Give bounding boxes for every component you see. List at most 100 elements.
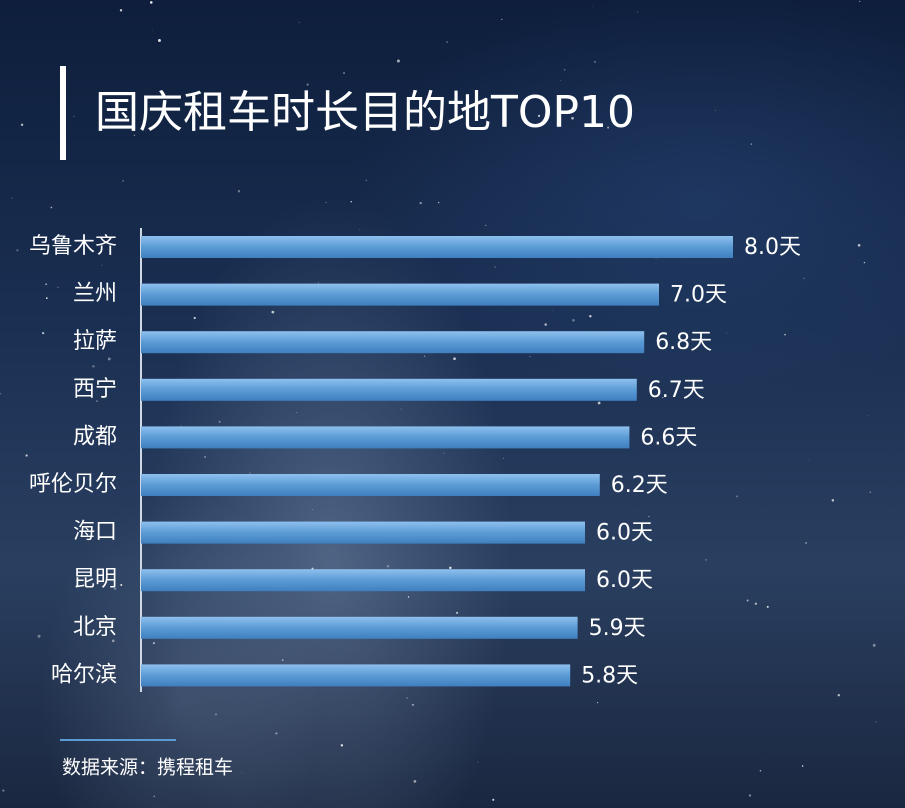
star [453,357,456,361]
star [560,79,562,81]
star [607,126,610,129]
star [705,559,707,561]
star [571,116,574,120]
star [417,125,420,128]
star [73,115,75,117]
star [311,508,313,510]
star [413,780,417,783]
star [837,694,840,697]
star [317,282,319,284]
bar [141,664,571,687]
value-label: 7.0天 [670,283,727,308]
star [872,643,876,647]
star [648,515,650,518]
star [45,297,48,300]
star [406,697,409,699]
star [107,357,111,361]
star [350,201,352,203]
star [69,711,71,713]
star [249,472,251,474]
category-label: 昆明 [73,567,117,592]
star [563,68,566,71]
chart-title: 国庆租车时长目的地TOP10 [95,87,635,138]
star [477,761,479,763]
star [158,39,161,42]
category-label: 北京 [73,615,117,640]
star [204,455,207,459]
star [662,397,664,399]
star [386,565,390,568]
bar [141,521,585,544]
star [365,179,368,182]
star [494,266,496,268]
star [766,605,769,608]
star [266,806,267,808]
star [57,286,59,288]
category-label: 呼伦贝尔 [29,472,117,497]
star [218,420,221,423]
star [801,765,804,767]
star [748,794,752,797]
star [152,29,154,31]
star [407,596,410,598]
star [271,310,275,314]
star [591,5,593,7]
category-label: 拉萨 [73,329,117,354]
star [805,542,807,544]
star [544,323,547,326]
star [446,41,448,43]
star [311,567,314,570]
source-note: 数据来源：携程租车 [62,757,233,779]
star [736,495,739,498]
star [122,180,124,182]
value-label: 5.9天 [589,616,646,641]
star [193,316,196,320]
star [411,703,414,706]
star [437,201,440,204]
star [2,789,5,792]
value-label: 6.2天 [611,473,668,498]
star [831,499,835,502]
star [37,634,41,638]
value-label: 6.8天 [655,330,712,355]
star [25,454,28,457]
star [572,318,575,322]
star [113,587,117,590]
star [149,1,153,4]
star [750,143,753,145]
star [784,333,786,336]
star [868,415,869,417]
star [153,795,156,798]
star [857,243,861,247]
value-label: 6.0天 [596,521,653,546]
star [275,732,278,735]
star [306,83,309,86]
star [50,206,53,209]
bar [141,426,630,449]
star [746,599,749,602]
star [281,659,284,661]
star [215,713,217,716]
star [759,769,762,772]
star [714,109,716,111]
star [359,229,361,230]
star [343,72,345,75]
bar [141,616,578,639]
star [111,639,115,643]
star [96,400,98,402]
star [325,201,327,204]
bar [141,283,659,306]
star [101,264,103,266]
star [501,18,503,21]
star [400,408,402,410]
star [443,452,445,454]
star [529,356,531,357]
star [859,0,861,3]
category-label: 海口 [73,520,117,545]
value-label: 6.6天 [640,425,697,450]
star [655,258,657,259]
star [11,197,13,199]
star [119,9,123,12]
star [423,355,426,357]
